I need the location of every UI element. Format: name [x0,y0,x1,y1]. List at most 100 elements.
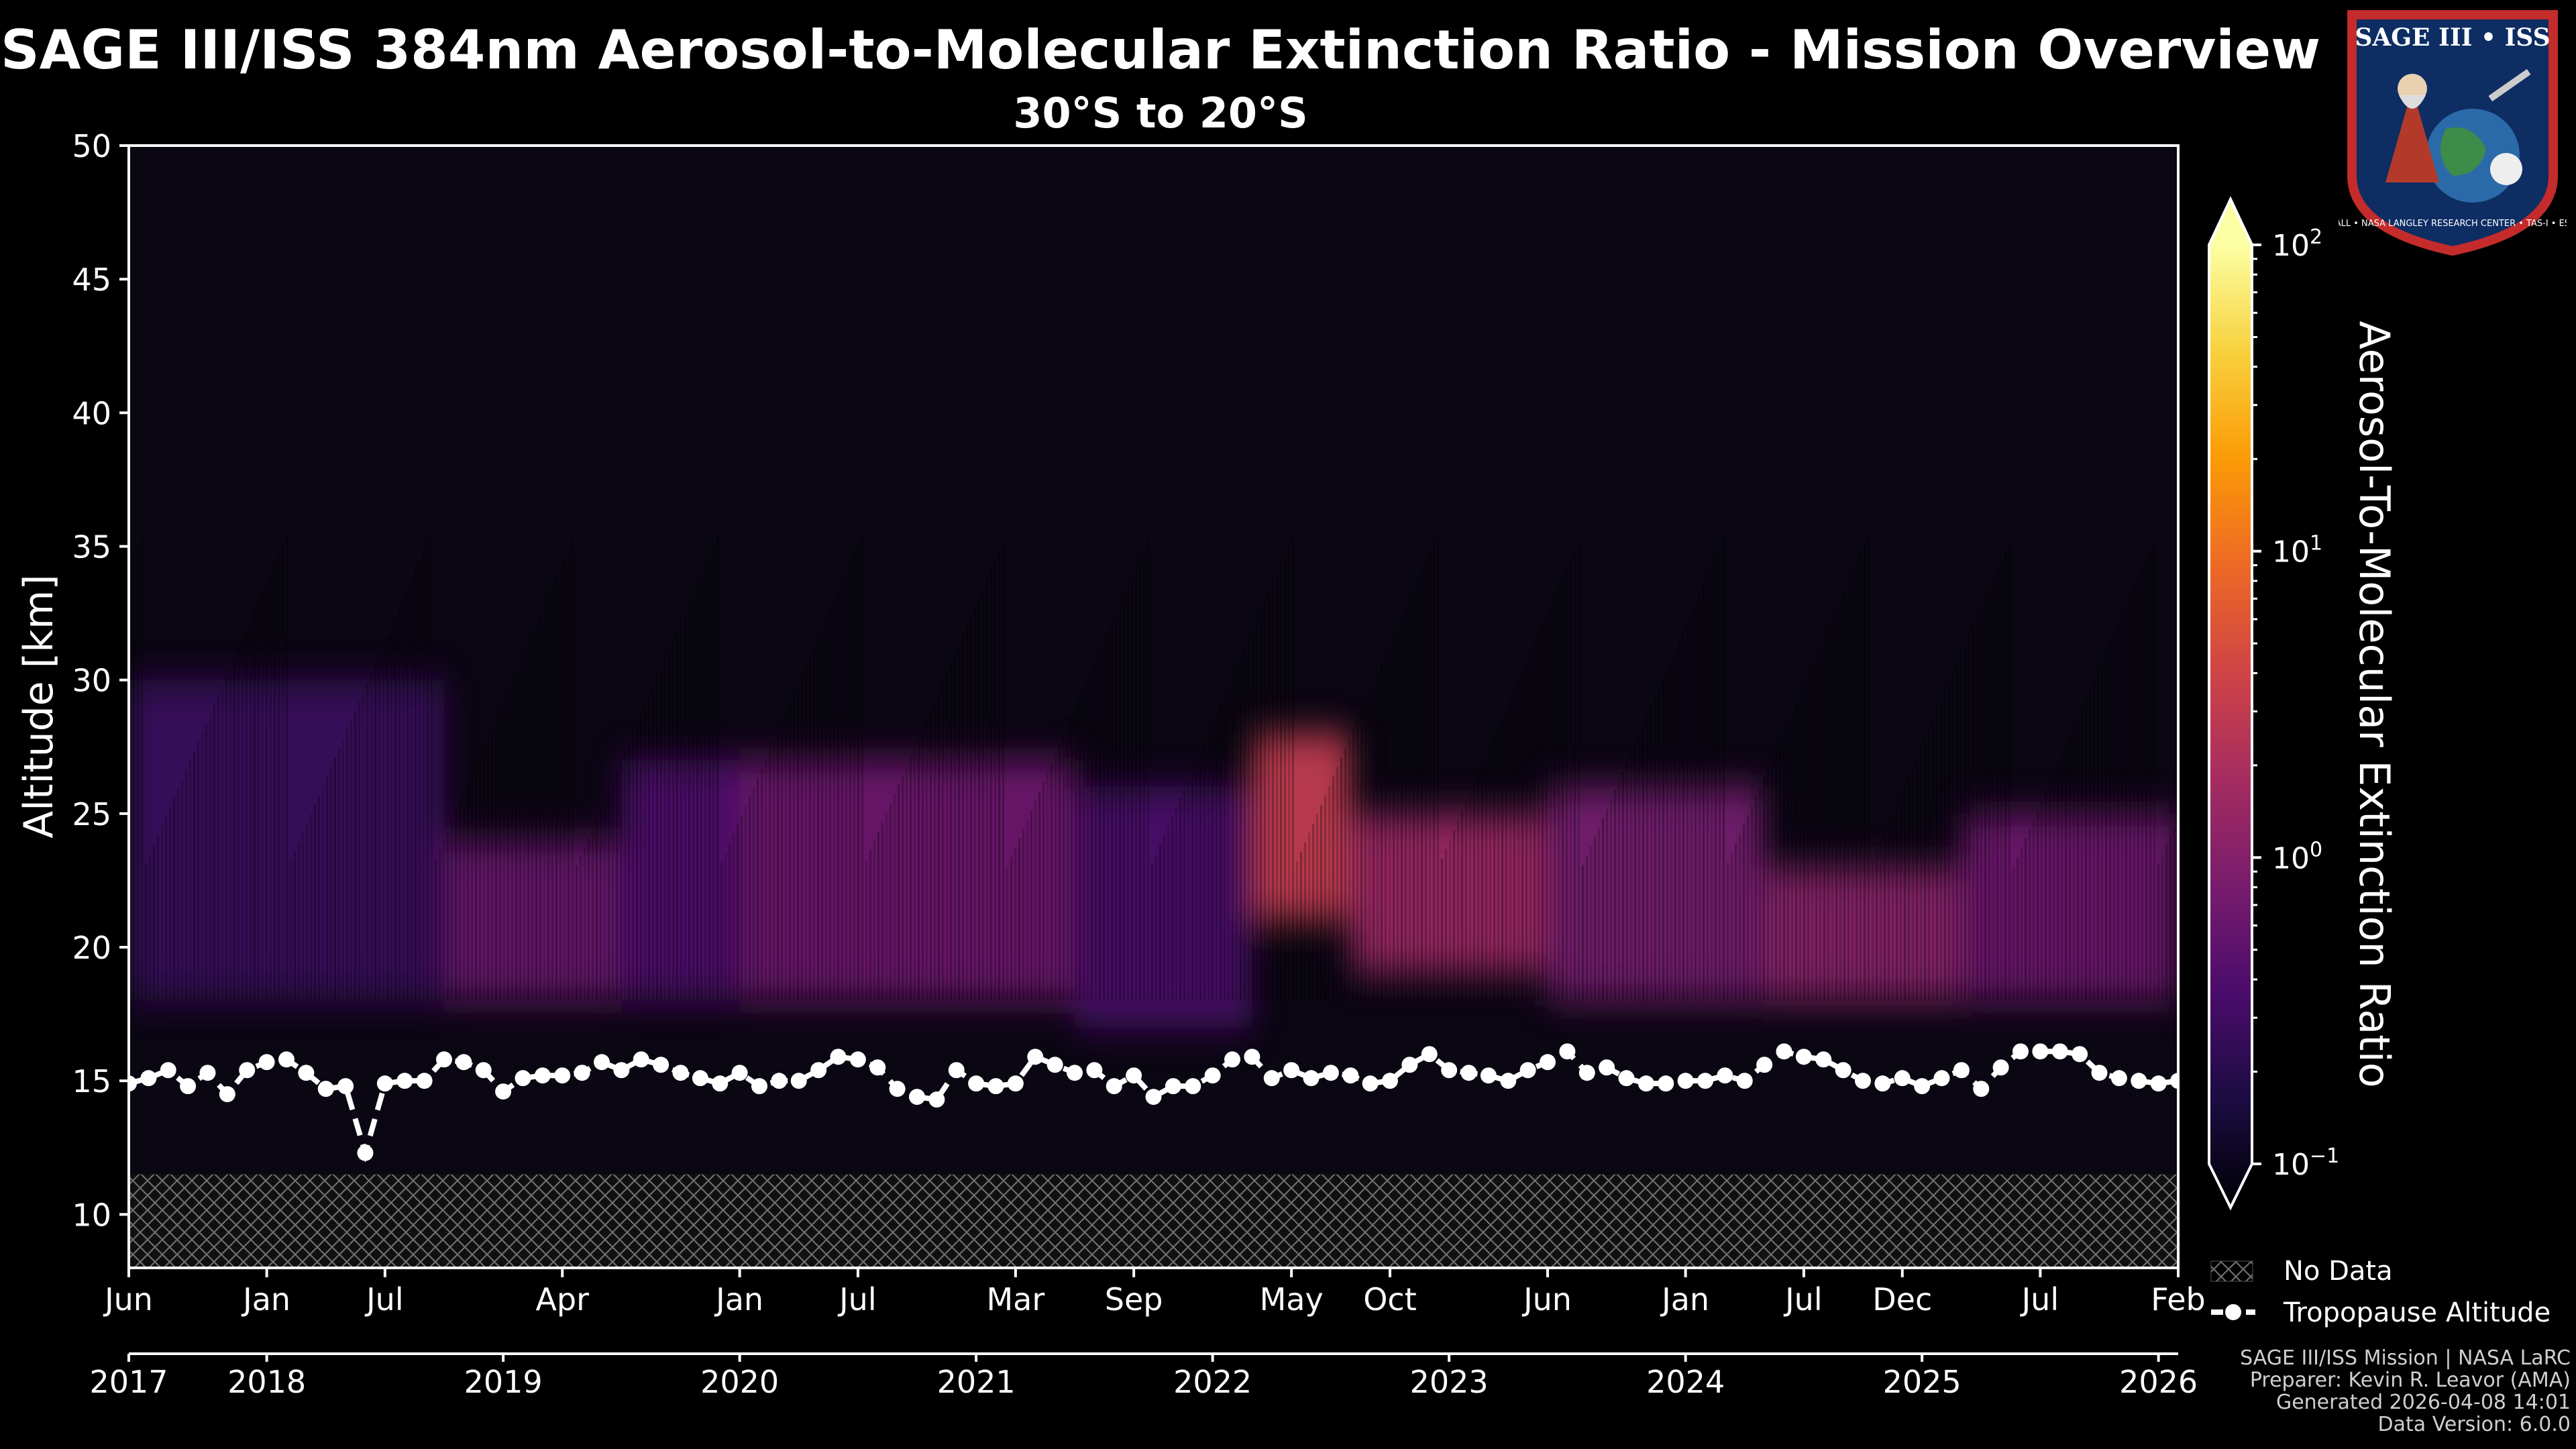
tropopause-point [554,1067,571,1084]
texture-streak [1449,839,1451,1001]
texture-streak [342,739,344,1001]
texture-streak [966,625,968,1001]
texture-streak [1618,780,1620,1001]
texture-streak [1151,863,1153,1001]
texture-streak [1183,788,1185,1001]
texture-streak [2073,725,2075,1001]
texture-streak [1095,659,1097,1001]
texture-streak [1212,722,1214,1001]
tropopause-point [298,1065,315,1081]
texture-streak [173,798,175,1001]
texture-streak [765,759,767,1001]
texture-streak [1686,621,1688,1001]
texture-streak [1807,674,1809,1001]
texture-streak [1360,710,1362,1001]
texture-streak [141,537,143,1001]
y-tick-label: 30 [72,663,111,699]
texture-streak [1900,794,1902,1001]
texture-streak [1018,838,1020,1001]
x-year-label: 2020 [700,1364,779,1400]
texture-streak [334,757,336,1001]
tropopause-point [515,1070,531,1087]
texture-streak [664,658,666,1001]
tropopause-point [790,1073,807,1089]
texture-streak [2165,845,2167,1001]
texture-streak [1884,831,1886,1001]
texture-streak [1558,586,1560,1001]
tropopause-point [239,1062,256,1079]
texture-streak [1860,552,1862,1001]
texture-streak [423,551,425,1001]
texture-streak [362,692,364,1001]
texture-streak [2105,650,2107,1001]
texture-streak [1630,752,1632,1001]
texture-streak [1179,798,1181,1001]
texture-streak [1856,561,1858,1001]
texture-streak [2097,669,2099,1001]
legend: No Data Tropopause Altitude [2210,1256,2551,1328]
texture-streak [2004,549,2006,1001]
texture-streak [278,553,280,1001]
legend-no-data-label: No Data [2284,1256,2393,1287]
texture-streak [2101,659,2103,1001]
aerosol-layer [1252,733,1351,921]
texture-streak [1465,802,1467,1001]
texture-streak [1401,616,1403,1001]
y-axis: 10 15 20 25 30 35 40 45 50 [72,128,129,1233]
texture-streak [2053,772,2055,1001]
texture-streak [547,595,549,1001]
texture-streak [1099,650,1101,1001]
texture-streak [1385,654,1387,1001]
texture-streak [1650,705,1652,1001]
tropopause-point [771,1073,788,1089]
texture-streak [1590,846,1592,1001]
texture-streak [1155,854,1157,1001]
tropopause-point [889,1081,906,1097]
texture-streak [1570,557,1572,1001]
texture-streak [1642,724,1644,1001]
texture-streak [564,557,566,1001]
x-month-label: Jan [1660,1281,1709,1318]
aerosol-layer [444,840,622,1001]
texture-streak [1187,779,1189,1001]
texture-streak [1964,643,1966,1001]
texture-streak [338,748,340,1001]
tropopause-point [1658,1075,1674,1092]
texture-streak [1377,673,1379,1001]
texture-streak [1203,741,1205,1001]
tropopause-point [2170,1073,2178,1089]
texture-streak [2041,800,2043,1001]
texture-streak [1485,755,1487,1001]
texture-streak [1344,748,1346,1001]
texture-streak [298,842,300,1001]
texture-streak [841,580,843,1001]
texture-streak [1171,816,1173,1001]
texture-streak [620,761,622,1001]
texture-streak [1034,800,1036,1001]
texture-streak [2033,819,2035,1001]
texture-streak [1240,657,1242,1001]
texture-streak [1598,827,1600,1001]
tropopause-point [129,1075,137,1092]
texture-streak [708,555,710,1001]
texture-streak [608,790,610,1001]
tropopause-point [1480,1067,1497,1084]
texture-streak [2029,828,2031,1001]
texture-streak [1119,603,1121,1001]
texture-streak [749,796,751,1001]
texture-streak [1437,532,1439,1001]
tropopause-point [1559,1043,1576,1060]
texture-streak [741,815,743,1001]
aerosol-layer [1075,787,1252,1028]
texture-streak [145,863,147,1001]
texture-streak [902,775,904,1001]
texture-streak [1626,761,1628,1001]
texture-streak [688,602,690,1001]
tropopause-point [1263,1070,1280,1087]
footer-line: Preparer: Kevin R. Leavor (AMA) [2249,1368,2571,1392]
logo-text: SAGE III • ISS [2355,23,2550,52]
texture-streak [1582,865,1584,1001]
texture-streak [1707,574,1709,1001]
texture-streak [1256,619,1258,1001]
texture-streak [1505,708,1507,1001]
